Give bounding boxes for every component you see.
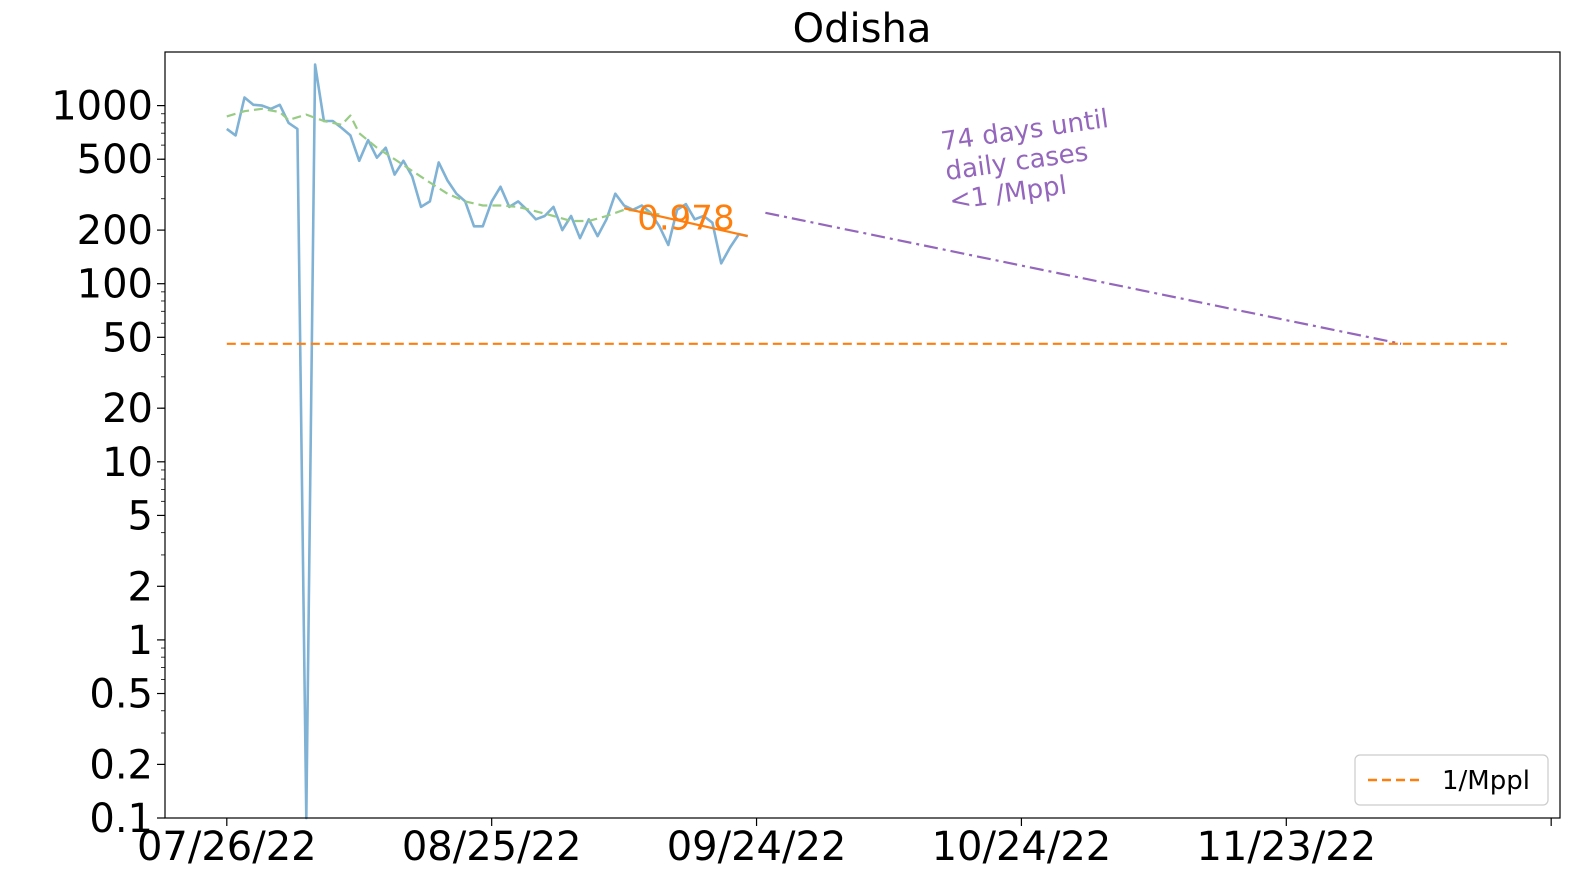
- legend-label: 1/Mppl: [1442, 766, 1530, 796]
- legend: 1/Mppl: [1354, 754, 1549, 806]
- x-tick-label: 09/24/22: [667, 824, 847, 870]
- series-line-1: [226, 107, 660, 223]
- ticks-layer: 0.1 0.2 0.5 1 2 5 10 20 50 100 200 500 1000 07/26/22 0…: [51, 84, 1552, 870]
- y-tick-label: 50: [102, 315, 153, 361]
- y-tick-label: 2: [128, 564, 153, 610]
- series-line-2: [623, 207, 748, 238]
- x-tick-label: 08/25/22: [402, 824, 582, 870]
- plot-background: [165, 52, 1560, 818]
- legend-box: [1354, 754, 1549, 806]
- y-tick-label: 0.1: [89, 796, 153, 842]
- y-tick-label: 1000: [51, 84, 153, 130]
- plot-frame: [164, 51, 1561, 819]
- x-tick-label: 07/26/22: [137, 824, 317, 870]
- chart-title: Odisha: [793, 6, 932, 52]
- series-layer: [226, 63, 1507, 820]
- series-line-0: [226, 63, 748, 820]
- growth-rate-annotation: 0.978: [637, 199, 734, 239]
- y-tick-label: 0.2: [89, 742, 153, 788]
- y-tick-label: 500: [77, 137, 153, 183]
- y-tick-label: 5: [128, 493, 153, 539]
- y-tick-label: 200: [77, 208, 153, 254]
- y-tick-label: 20: [102, 386, 153, 432]
- series-line-3: [765, 211, 1402, 345]
- y-tick-label: 1: [128, 618, 153, 664]
- x-tick-label: 11/23/22: [1196, 824, 1376, 870]
- y-tick-label: 10: [102, 440, 153, 486]
- y-tick-label: 0.5: [89, 672, 153, 718]
- x-tick-label: 10/24/22: [932, 824, 1112, 870]
- y-tick-label: 100: [77, 262, 153, 308]
